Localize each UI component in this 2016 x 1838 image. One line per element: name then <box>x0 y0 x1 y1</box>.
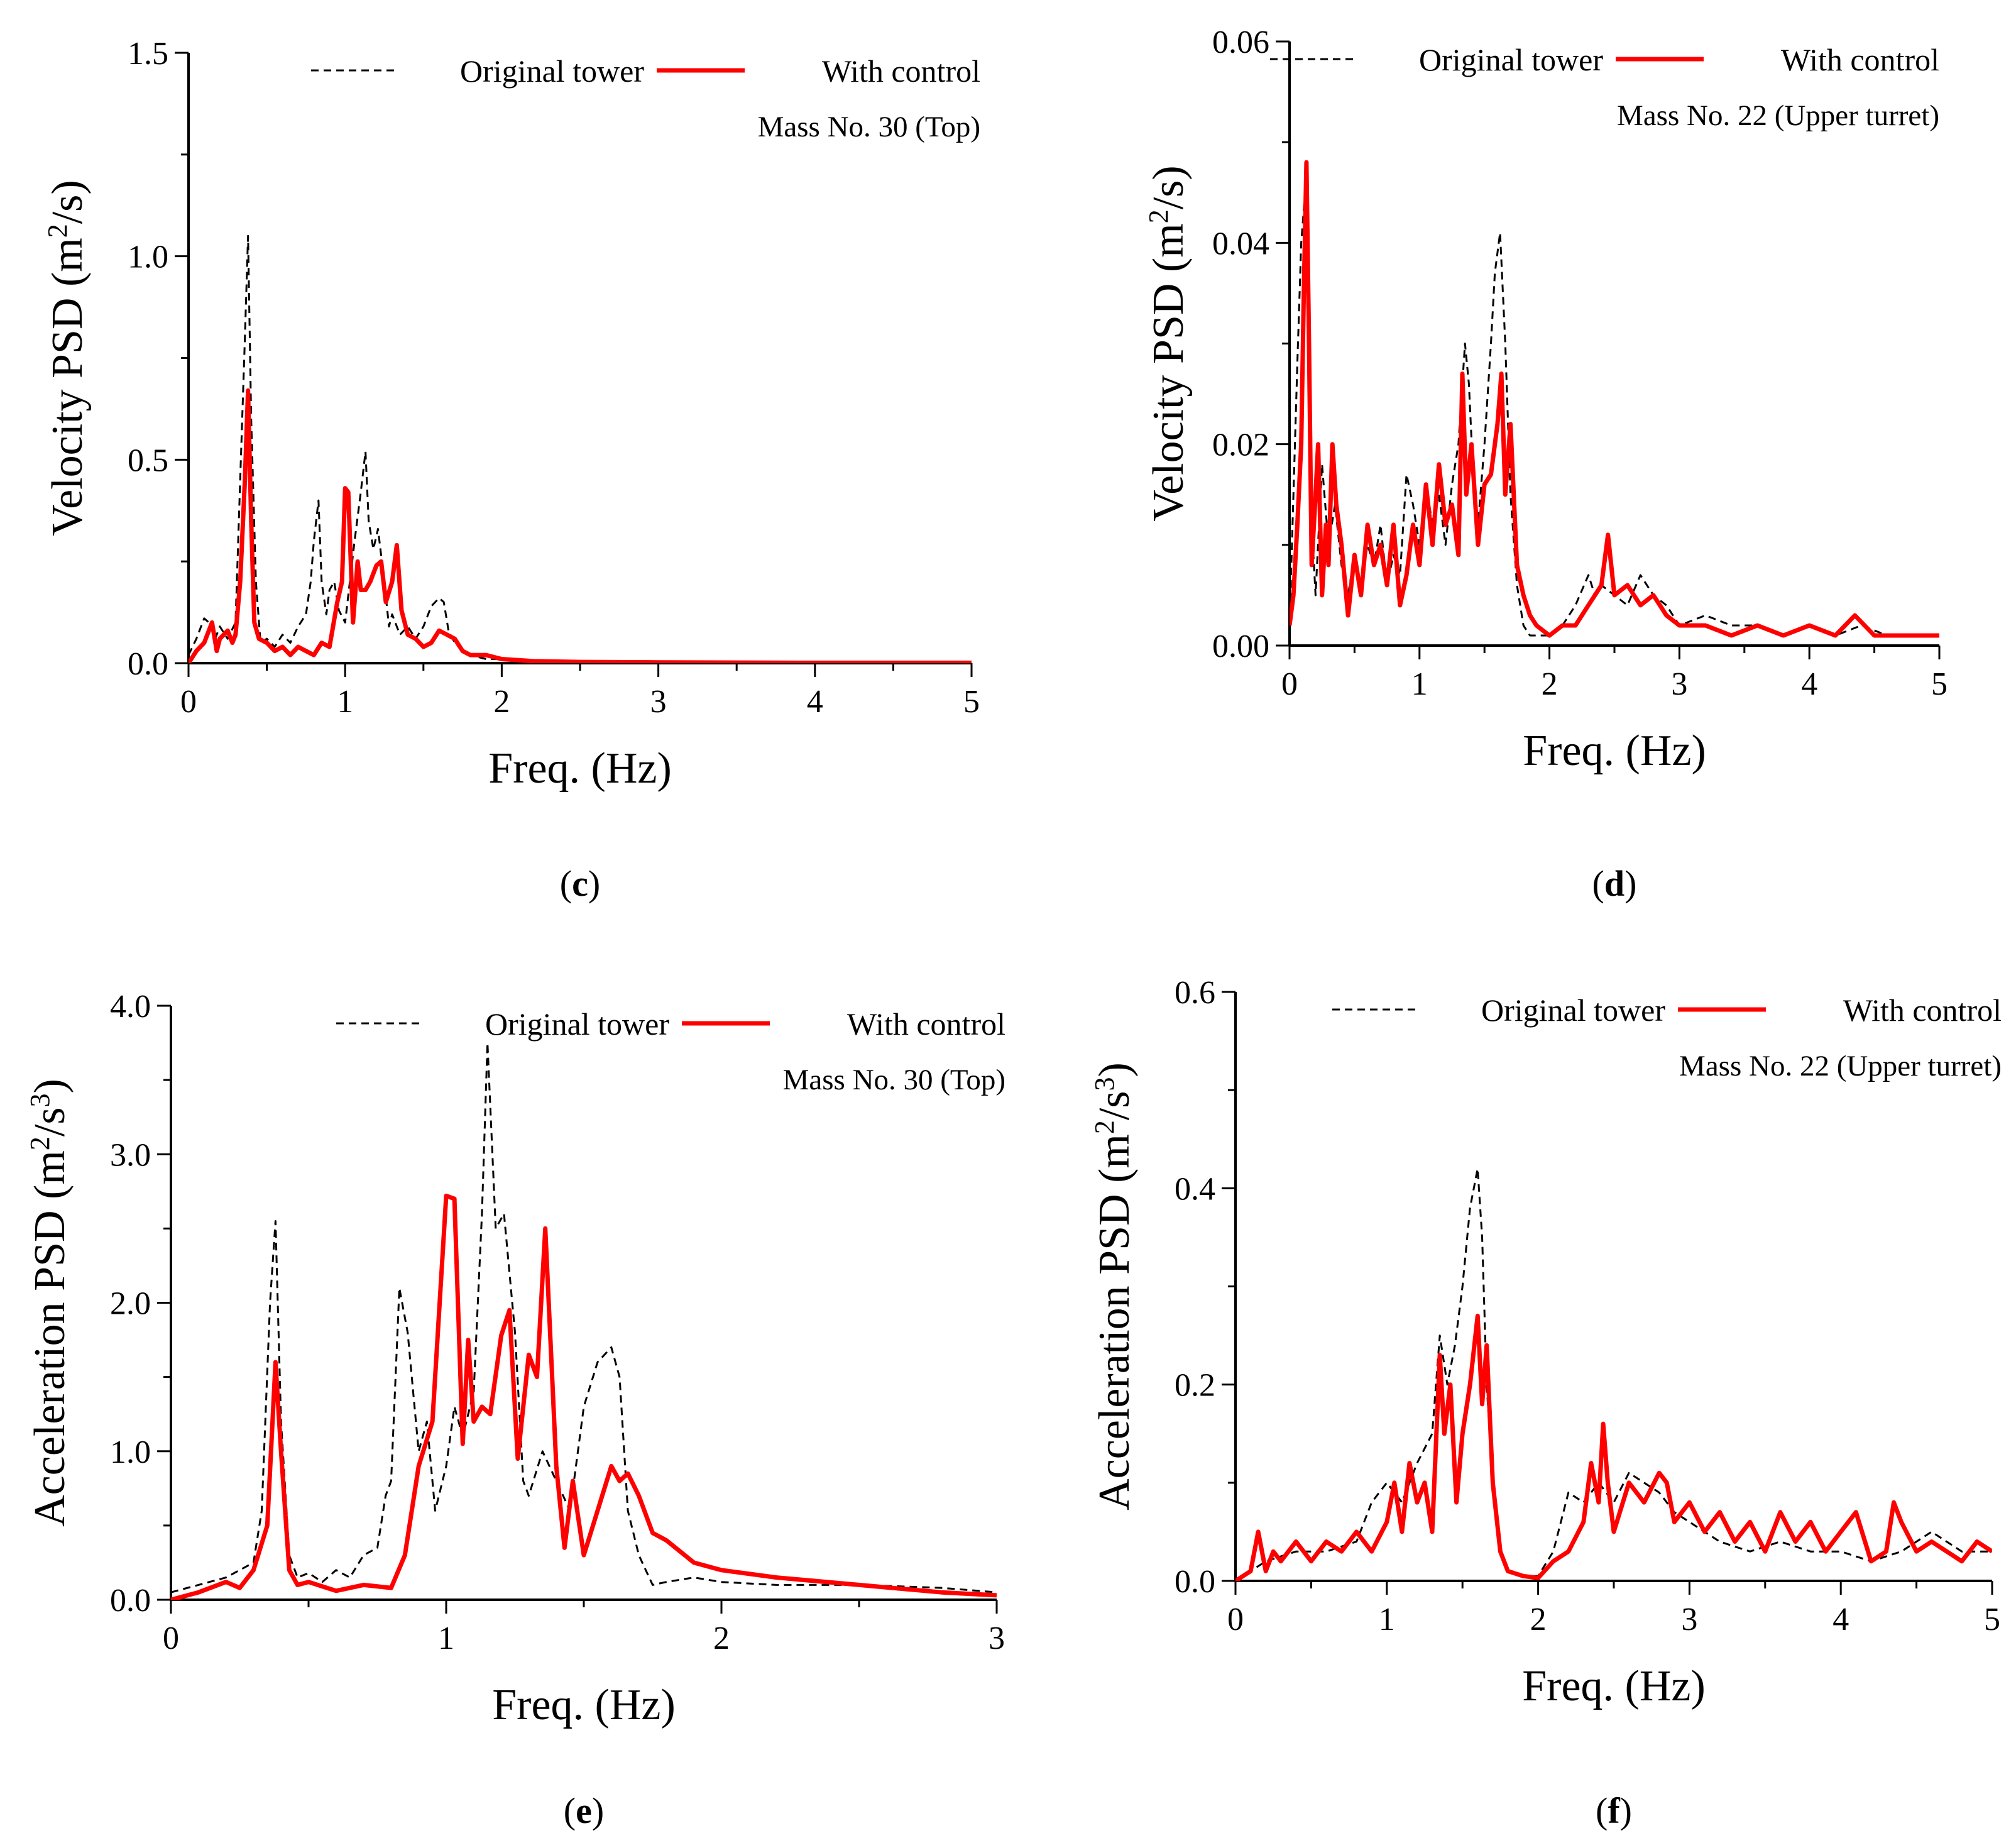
y-tick-label: 0.02 <box>1212 427 1269 463</box>
y-axis-title: Velocity PSD (m2/s) <box>42 180 92 536</box>
legend: With control Original tower <box>1332 993 2002 1028</box>
legend-label-with-control: With control <box>1843 993 2002 1028</box>
x-tick-label: 1 <box>438 1621 454 1656</box>
series-line-original-tower <box>171 1042 997 1593</box>
y-axis-title: Acceleration PSD (m2/s3) <box>1089 1062 1139 1511</box>
y-tick-label: 0.4 <box>1175 1171 1215 1207</box>
panel-caption: (e) <box>564 1790 604 1831</box>
x-axis-title: Freq. (Hz) <box>488 744 672 793</box>
panel-letter: d <box>1604 863 1624 904</box>
panel-caption: (d) <box>1592 863 1637 904</box>
x-axis-title: Freq. (Hz) <box>492 1681 676 1729</box>
legend-label-original-tower: Original tower <box>485 1006 669 1042</box>
y-tick-label: 1.0 <box>110 1434 151 1470</box>
legend-label-original-tower: Original tower <box>1481 993 1665 1028</box>
mass-annotation: Mass No. 30 (Top) <box>758 111 980 143</box>
legend-label-with-control: With control <box>822 53 980 89</box>
y-tick-label: 1.0 <box>128 239 168 275</box>
legend-label-with-control: With control <box>847 1006 1005 1042</box>
y-tick-label: 0.04 <box>1212 226 1269 261</box>
x-tick-label: 0 <box>1281 666 1298 702</box>
legend-label-original-tower: Original tower <box>1419 42 1603 77</box>
y-tick-label: 0.2 <box>1175 1368 1215 1404</box>
mass-annotation: Mass No. 30 (Top) <box>783 1064 1005 1096</box>
legend-label-with-control: With control <box>1781 42 1939 77</box>
x-tick-label: 4 <box>1801 666 1817 702</box>
panel-letter: c <box>572 863 588 904</box>
panel-letter: e <box>576 1790 592 1831</box>
x-axis-title: Freq. (Hz) <box>1523 727 1706 775</box>
y-tick-label: 0.5 <box>128 443 168 478</box>
mass-annotation: Mass No. 22 (Upper turret) <box>1679 1050 2002 1082</box>
x-tick-label: 2 <box>493 684 510 720</box>
mass-annotation: Mass No. 22 (Upper turret) <box>1617 99 1939 132</box>
panel-c: 0 1 2 3 4 5 0.0 0.5 1.0 1.5 Freq. (Hz) Velocity PSD… <box>42 36 981 904</box>
y-tick-label: 0.06 <box>1212 25 1269 60</box>
panel-caption: (f) <box>1596 1790 1632 1831</box>
x-tick-label: 0 <box>1227 1602 1244 1637</box>
x-tick-label: 4 <box>807 684 823 720</box>
y-tick-label: 4.0 <box>110 989 151 1025</box>
x-tick-label: 0 <box>180 684 197 720</box>
x-tick-label: 2 <box>713 1621 730 1656</box>
y-tick-label: 0.0 <box>110 1583 151 1619</box>
x-tick-label: 0 <box>163 1621 179 1656</box>
x-tick-label: 2 <box>1542 666 1558 702</box>
y-axis-title: Velocity PSD (m2/s) <box>1143 165 1193 521</box>
x-tick-label: 1 <box>337 684 353 720</box>
panel-e: 0 1 2 3 0.0 1.0 2.0 3.0 4.0 Freq. (Hz) Acceleratio… <box>25 989 1006 1831</box>
y-tick-label: 2.0 <box>110 1286 151 1322</box>
x-tick-label: 1 <box>1379 1602 1395 1637</box>
x-tick-label: 5 <box>1984 1602 2000 1637</box>
legend: With control Original tower <box>336 1006 1005 1042</box>
x-tick-label: 4 <box>1832 1602 1849 1637</box>
legend-label-original-tower: Original tower <box>460 53 644 89</box>
y-tick-label: 3.0 <box>110 1137 151 1173</box>
x-tick-label: 2 <box>1530 1602 1547 1637</box>
legend: With control Original tower <box>311 53 980 89</box>
legend: With control Original tower <box>1270 42 1939 77</box>
y-tick-label: 0.0 <box>1175 1564 1215 1600</box>
y-tick-label: 1.5 <box>128 36 168 72</box>
panel-d: 0 1 2 3 4 5 0.00 0.02 0.04 0.06 Freq. (Hz) Velocity… <box>1143 25 1948 904</box>
x-tick-label: 1 <box>1411 666 1428 702</box>
series-line-with-control <box>189 388 972 663</box>
series-line-with-control <box>1235 1313 1992 1581</box>
x-tick-label: 3 <box>650 684 667 720</box>
panel-f: 0 1 2 3 4 5 0.0 0.2 0.4 0.6 Freq. (Hz) Acceleration… <box>1089 975 2002 1831</box>
x-axis-title: Freq. (Hz) <box>1522 1662 1706 1710</box>
series-line-with-control <box>1290 160 1939 638</box>
y-tick-label: 0.0 <box>128 646 168 682</box>
x-tick-label: 3 <box>1671 666 1687 702</box>
x-tick-label: 5 <box>1931 666 1948 702</box>
y-axis-title: Acceleration PSD (m2/s3) <box>25 1079 75 1527</box>
panel-letter: f <box>1608 1790 1620 1831</box>
x-tick-label: 3 <box>1681 1602 1697 1637</box>
y-tick-label: 0.00 <box>1212 629 1269 664</box>
panel-caption: (c) <box>560 863 600 904</box>
y-tick-label: 0.6 <box>1175 975 1215 1011</box>
series-line-with-control <box>171 1193 997 1600</box>
x-tick-label: 5 <box>963 684 980 720</box>
series-line-original-tower <box>189 234 972 663</box>
x-tick-label: 3 <box>989 1621 1005 1656</box>
